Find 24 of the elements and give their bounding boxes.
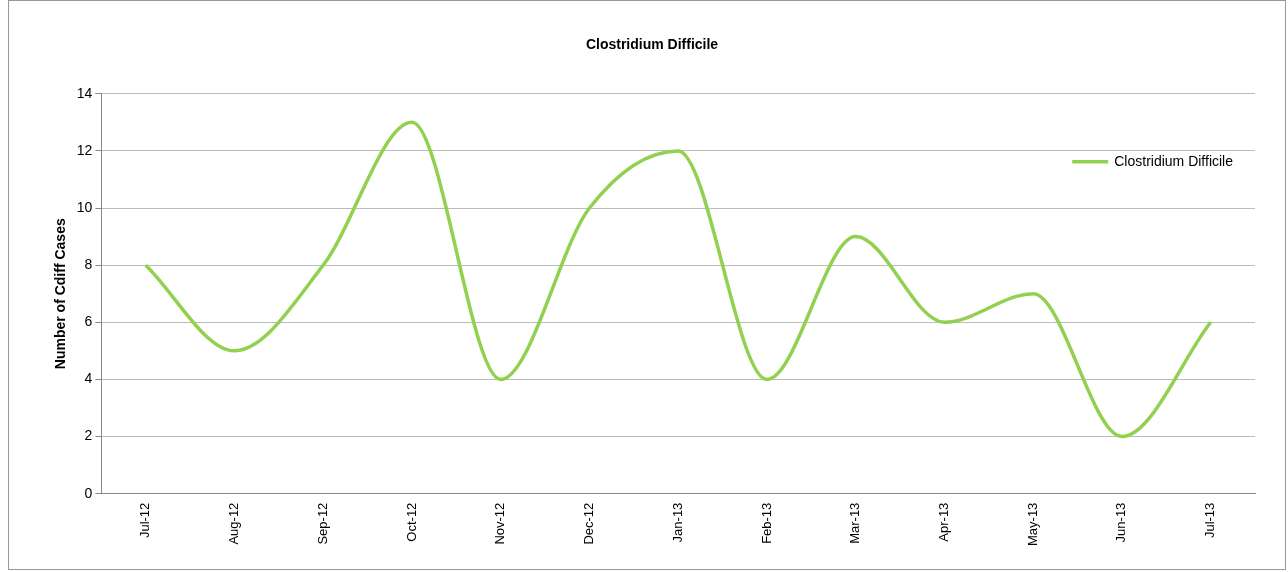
- x-tick-label: Feb-13: [758, 502, 774, 544]
- y-tick-label: 12: [76, 141, 93, 158]
- x-tick-label: Mar-13: [847, 502, 863, 544]
- y-tick-label: 2: [84, 427, 93, 444]
- x-tick-label: Apr-13: [935, 502, 951, 542]
- x-tick-label: Oct-12: [403, 502, 419, 542]
- x-tick-label: May-13: [1024, 502, 1040, 547]
- y-tick-label: 4: [84, 370, 93, 387]
- y-tick-label: 10: [76, 198, 93, 215]
- y-tick-label: 14: [76, 84, 93, 101]
- x-tick-label: Jul-12: [137, 502, 153, 539]
- x-tick-label: Dec-12: [581, 502, 597, 545]
- x-tick-label: Jan-13: [669, 502, 685, 543]
- legend-label: Clostridium Difficile: [1114, 152, 1234, 169]
- chart-title: Clostridium Difficile: [585, 36, 719, 53]
- y-tick-label: 6: [84, 313, 93, 330]
- y-tick-label: 0: [84, 484, 93, 501]
- x-tick-label: Nov-12: [492, 502, 508, 545]
- x-tick-label: Sep-12: [314, 502, 330, 545]
- x-tick-label: Jun-13: [1113, 502, 1129, 543]
- x-tick-label: Jul-13: [1202, 502, 1218, 539]
- x-tick-label: Aug-12: [226, 502, 242, 545]
- y-axis-title: Number of Cdiff Cases: [52, 218, 69, 370]
- y-tick-label: 8: [84, 256, 93, 273]
